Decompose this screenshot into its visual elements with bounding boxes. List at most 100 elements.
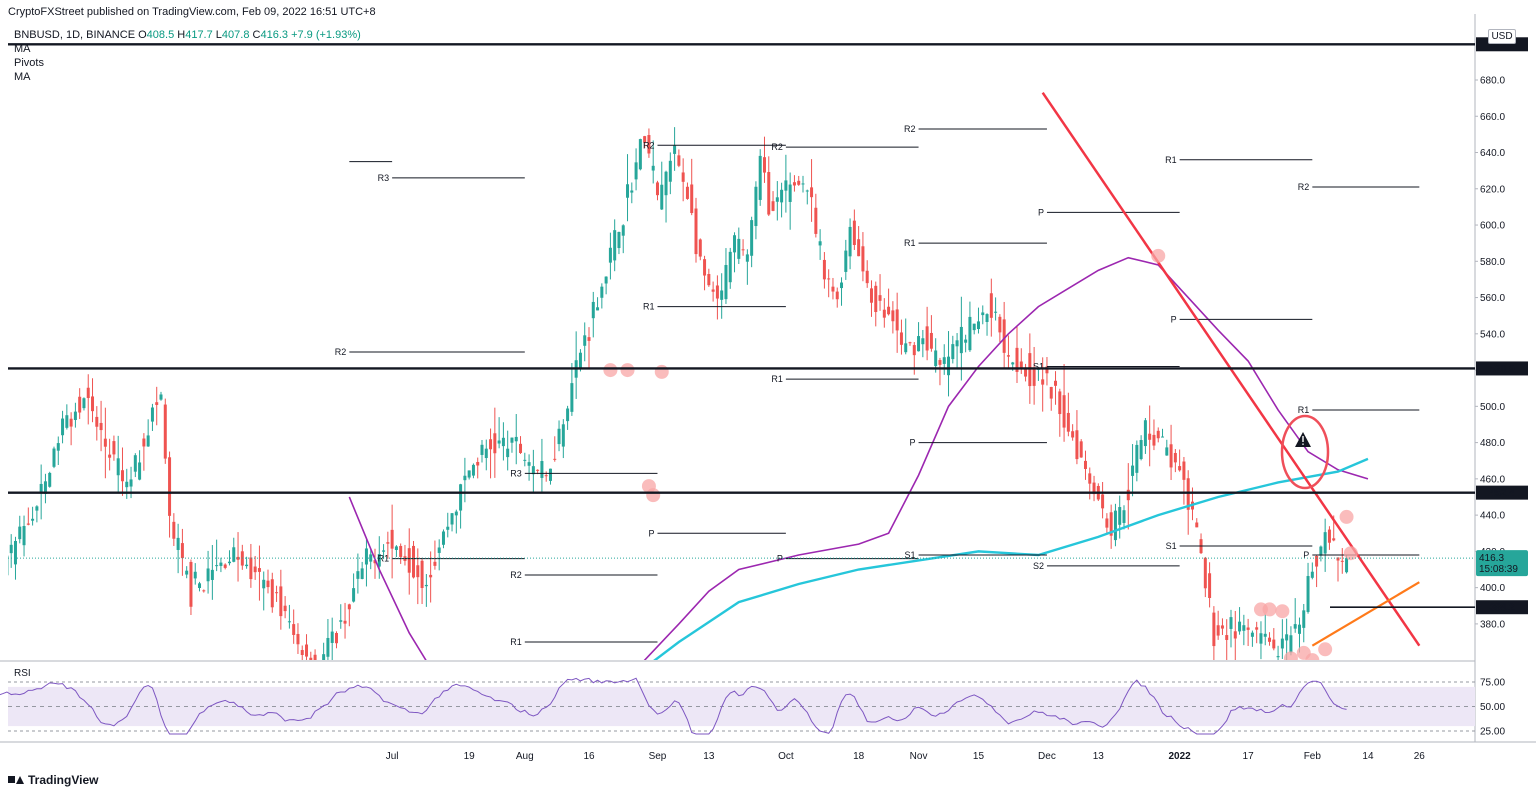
candle-body bbox=[711, 289, 715, 292]
candle-body bbox=[193, 571, 197, 579]
candle-body bbox=[334, 632, 338, 644]
candle-body bbox=[1049, 386, 1053, 399]
candle-body bbox=[1088, 473, 1092, 484]
candle-body bbox=[1156, 430, 1160, 439]
candle-body bbox=[506, 448, 510, 458]
candle-body bbox=[1289, 635, 1293, 653]
key-level-label: 452.4 bbox=[1489, 488, 1514, 499]
price-pane: R3 R2 R1 R3 R2 R1 R2 R1 P R2 R1 P R2 R1 P S1 P S1 S2 R1 P S1 R… bbox=[8, 91, 1421, 670]
ma-fast-line bbox=[348, 256, 1369, 660]
candle-body bbox=[797, 180, 801, 185]
candle-body bbox=[275, 592, 279, 594]
swing-point-marker bbox=[1275, 604, 1290, 619]
legend-indicator-ma-2[interactable]: MA bbox=[14, 71, 31, 83]
rsi-line bbox=[0, 677, 1347, 735]
candle-body bbox=[587, 337, 591, 341]
candle-body bbox=[1092, 482, 1096, 495]
price-tick-label: 620.0 bbox=[1480, 184, 1505, 195]
swing-point-marker bbox=[1318, 642, 1333, 657]
candle-body bbox=[951, 344, 955, 360]
pivot-label: P bbox=[1171, 314, 1177, 324]
candle-body bbox=[138, 462, 142, 480]
candle-body bbox=[1105, 518, 1109, 528]
candle-body bbox=[1208, 573, 1212, 599]
candle-body bbox=[818, 241, 822, 246]
time-tick-label: Aug bbox=[516, 751, 534, 762]
candle-body bbox=[1259, 633, 1263, 644]
candle-body bbox=[56, 443, 60, 451]
candle-body bbox=[1173, 452, 1177, 463]
legend-symbol[interactable]: BNBUSD, 1D, BINANCE bbox=[14, 29, 136, 41]
candle-body bbox=[206, 568, 210, 582]
candle-body bbox=[1019, 361, 1023, 370]
candle-body bbox=[73, 411, 77, 421]
legend-indicator-pivots[interactable]: Pivots bbox=[14, 57, 44, 69]
pivot-label: R1 bbox=[1165, 155, 1177, 165]
candle-body bbox=[1169, 444, 1173, 468]
warning-exclaim-dot bbox=[1302, 443, 1304, 445]
candle-body bbox=[703, 259, 707, 276]
candle-body bbox=[39, 483, 43, 492]
candle-body bbox=[1340, 560, 1344, 562]
candle-body bbox=[544, 475, 548, 477]
price-tick-label: 600.0 bbox=[1480, 221, 1505, 232]
candle-body bbox=[497, 440, 501, 444]
candle-body bbox=[613, 230, 617, 261]
legend-indicator-ma-1[interactable]: MA bbox=[14, 43, 31, 55]
candle-body bbox=[292, 624, 296, 635]
candle-body bbox=[1075, 430, 1079, 460]
candle-body bbox=[1032, 369, 1036, 386]
candle-body bbox=[617, 231, 621, 249]
candle-body bbox=[681, 172, 685, 182]
pivot-label: R1 bbox=[771, 374, 783, 384]
candle-body bbox=[180, 543, 184, 559]
candle-body bbox=[668, 160, 672, 182]
candle-body bbox=[591, 301, 595, 319]
last-price-label: 416.3 bbox=[1479, 553, 1504, 564]
candle-body bbox=[707, 274, 711, 286]
currency-badge[interactable]: USD bbox=[1488, 29, 1516, 44]
candle-body bbox=[343, 620, 347, 624]
time-tick-label: 17 bbox=[1243, 751, 1255, 762]
candle-body bbox=[1101, 494, 1105, 509]
price-tick-label: 640.0 bbox=[1480, 148, 1505, 159]
bar-countdown-label: 15:08:39 bbox=[1479, 564, 1518, 575]
price-tick-label: 380.0 bbox=[1480, 619, 1505, 630]
candle-body bbox=[724, 265, 728, 300]
candle-body bbox=[373, 560, 377, 564]
candle-body bbox=[155, 402, 159, 405]
warning-ellipse bbox=[1280, 414, 1330, 490]
candle-body bbox=[360, 568, 364, 579]
candle-body bbox=[780, 189, 784, 203]
pivot-label: R1 bbox=[510, 637, 522, 647]
candle-body bbox=[433, 561, 437, 566]
price-tick-label: 480.0 bbox=[1480, 438, 1505, 449]
candle-body bbox=[1186, 478, 1190, 510]
candle-body bbox=[822, 259, 826, 280]
candle-body bbox=[801, 183, 805, 185]
candle-body bbox=[1118, 507, 1122, 525]
rsi-label[interactable]: RSI bbox=[14, 668, 31, 679]
key-level-badge bbox=[1476, 361, 1528, 376]
legend-change: +7.9 (+1.93%) bbox=[291, 29, 361, 41]
candle-body bbox=[655, 182, 659, 196]
swing-highlights bbox=[603, 248, 1358, 660]
candle-body bbox=[651, 165, 655, 171]
pivot-label: R2 bbox=[510, 570, 522, 580]
candle-body bbox=[459, 484, 463, 511]
candle-body bbox=[1246, 627, 1250, 630]
candle-body bbox=[347, 604, 351, 610]
candle-body bbox=[326, 637, 330, 657]
candle-body bbox=[737, 238, 741, 259]
candle-body bbox=[1233, 631, 1237, 639]
candle-body bbox=[257, 568, 261, 572]
candle-body bbox=[690, 184, 694, 214]
candle-body bbox=[942, 357, 946, 364]
candle-body bbox=[236, 556, 240, 560]
candle-body bbox=[318, 667, 321, 670]
candle-body bbox=[429, 574, 433, 578]
time-tick-label: 16 bbox=[583, 751, 595, 762]
candle-body bbox=[741, 249, 745, 251]
legend-low: 407.8 bbox=[221, 29, 250, 41]
